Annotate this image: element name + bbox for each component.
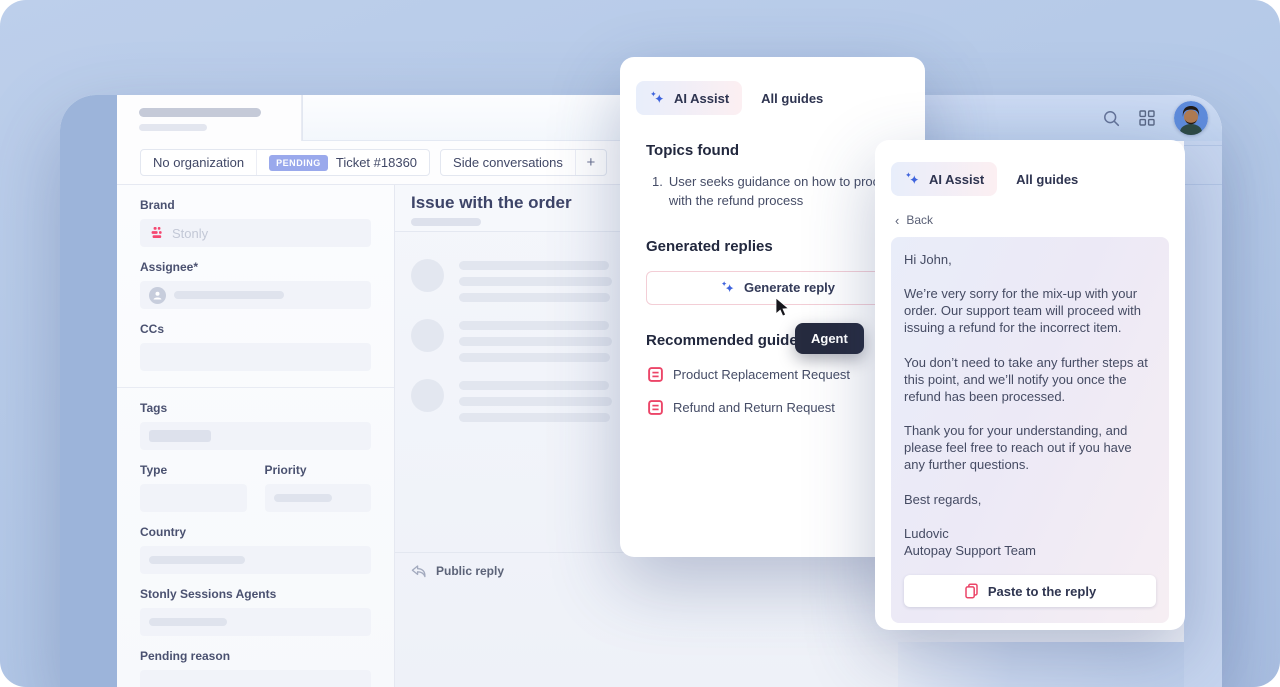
- skeleton-line: [139, 108, 261, 117]
- field-label-pending-reason: Pending reason: [140, 649, 231, 663]
- app-topbar: [117, 95, 1222, 141]
- chevron-left-icon: ‹: [895, 212, 900, 228]
- reply-paragraph: We’re very sorry for the mix-up with you…: [904, 286, 1141, 336]
- brand-field[interactable]: Stonly: [140, 219, 371, 247]
- topic-index: 1.: [652, 174, 663, 189]
- reply-paragraph: Hi John,: [904, 252, 952, 267]
- country-field[interactable]: [140, 546, 371, 574]
- reply-paragraph: Best regards,: [904, 491, 982, 507]
- generate-reply-label: Generate reply: [743, 280, 836, 296]
- guide-item[interactable]: Product Replacement Request: [648, 367, 909, 382]
- field-label-sessions-agents: Stonly Sessions Agents: [140, 587, 277, 601]
- recommended-guides-heading: Recommended guides: [646, 331, 807, 349]
- guide-doc-icon: [648, 399, 663, 415]
- priority-field[interactable]: [264, 484, 371, 512]
- tags-field[interactable]: [140, 422, 371, 450]
- agent-cursor-label: Agent: [795, 323, 864, 354]
- sparkles-icon: [720, 280, 735, 295]
- reply-signature-name: Ludovic: [904, 525, 949, 541]
- message-skeleton: [411, 319, 1184, 362]
- avatar-placeholder: [411, 319, 444, 352]
- reply-signature-team: Autopay Support Team: [904, 542, 1037, 558]
- copy-icon: [964, 583, 979, 599]
- tab-all-guides[interactable]: All guides: [748, 82, 836, 115]
- assignee-field[interactable]: [140, 281, 371, 309]
- ccs-field[interactable]: [140, 343, 371, 371]
- side-conversations-tab[interactable]: Side conversations +: [440, 149, 607, 176]
- tab-label: AI Assist: [674, 90, 730, 106]
- guide-doc-icon: [648, 366, 663, 382]
- guide-title: Refund and Return Request: [673, 399, 835, 415]
- tab-ai-assist[interactable]: AI Assist: [636, 81, 743, 115]
- type-field[interactable]: [140, 484, 247, 512]
- organization-label: No organization: [153, 155, 245, 170]
- field-label-assignee: Assignee*: [140, 260, 199, 274]
- back-button[interactable]: ‹ Back: [895, 213, 1169, 227]
- topic-text: User seeks guidance on how to proceed wi…: [668, 174, 901, 208]
- reply-paragraph: You don’t need to take any further steps…: [904, 354, 1148, 404]
- status-badge: PENDING: [269, 154, 328, 171]
- user-avatar[interactable]: [1174, 101, 1208, 135]
- skeleton-line: [174, 291, 284, 299]
- cursor-pointer-icon: [772, 297, 792, 323]
- avatar-placeholder: [411, 379, 444, 412]
- background-wash: [898, 642, 1184, 687]
- tab-label: All guides: [1016, 171, 1079, 187]
- pending-reason-field[interactable]: [140, 670, 371, 687]
- tab-label: AI Assist: [929, 171, 985, 187]
- brand-value: Stonly: [172, 225, 209, 241]
- field-label-brand: Brand: [140, 198, 175, 212]
- field-label-priority: Priority: [264, 463, 307, 477]
- field-label-type: Type: [140, 463, 168, 477]
- ticket-title: Issue with the order: [411, 193, 572, 212]
- field-label-tags: Tags: [140, 401, 168, 415]
- skeleton-line: [411, 218, 481, 226]
- generated-replies-heading: Generated replies: [646, 237, 773, 255]
- generated-reply-panel: AI Assist All guides ‹ Back Hi John, We’…: [875, 140, 1185, 630]
- composer-label: Public reply: [436, 564, 505, 578]
- person-icon: [149, 286, 166, 304]
- app-left-rail: [60, 95, 117, 687]
- field-label-ccs: CCs: [140, 322, 165, 336]
- reply-paragraph: Thank you for your understanding, and pl…: [904, 423, 1132, 473]
- skeleton-line: [139, 124, 207, 131]
- side-conversations-label: Side conversations: [453, 155, 563, 170]
- ticket-number: Ticket #18360: [335, 155, 418, 170]
- ticket-meta-box[interactable]: No organization PENDING Ticket #18360: [140, 149, 431, 176]
- reply-arrow-icon: [411, 564, 427, 578]
- ticket-fields-sidebar: Brand Stonly Assignee*: [117, 185, 395, 687]
- sparkles-icon: [649, 90, 665, 106]
- guide-title: Product Replacement Request: [673, 366, 851, 382]
- ai-assist-panel: AI Assist All guides Topics found 1. Use…: [620, 57, 925, 557]
- tab-ai-assist[interactable]: AI Assist: [891, 162, 998, 196]
- skeleton-line: [149, 556, 245, 564]
- topics-heading: Topics found: [646, 142, 740, 159]
- stonly-logo-icon: [149, 226, 164, 241]
- sidebar-divider: [117, 387, 394, 388]
- skeleton-line: [273, 494, 332, 502]
- apps-grid-icon[interactable]: [1139, 110, 1155, 126]
- sessions-agents-field[interactable]: [140, 608, 371, 636]
- skeleton-line: [149, 618, 227, 626]
- tab-label: All guides: [761, 90, 824, 106]
- message-skeleton: [411, 259, 1184, 302]
- avatar-placeholder: [411, 259, 444, 292]
- topic-item: 1. User seeks guidance on how to proceed…: [652, 173, 902, 211]
- tab-all-guides[interactable]: All guides: [1003, 163, 1091, 196]
- skeleton-chip: [149, 430, 211, 442]
- app-right-rail: [1184, 141, 1222, 687]
- generated-reply-text: Hi John, We’re very sorry for the mix-up…: [891, 237, 1169, 624]
- active-browser-tab-skeleton[interactable]: [117, 95, 302, 141]
- search-icon[interactable]: [1103, 110, 1120, 127]
- paste-button-label: Paste to the reply: [987, 583, 1097, 599]
- message-skeleton: [411, 379, 1184, 422]
- add-conversation-button[interactable]: +: [586, 154, 596, 171]
- field-label-country: Country: [140, 525, 186, 539]
- back-label: Back: [906, 213, 934, 227]
- paste-to-reply-button[interactable]: Paste to the reply: [904, 575, 1156, 608]
- sparkles-icon: [904, 171, 920, 187]
- guide-item[interactable]: Refund and Return Request: [648, 400, 909, 415]
